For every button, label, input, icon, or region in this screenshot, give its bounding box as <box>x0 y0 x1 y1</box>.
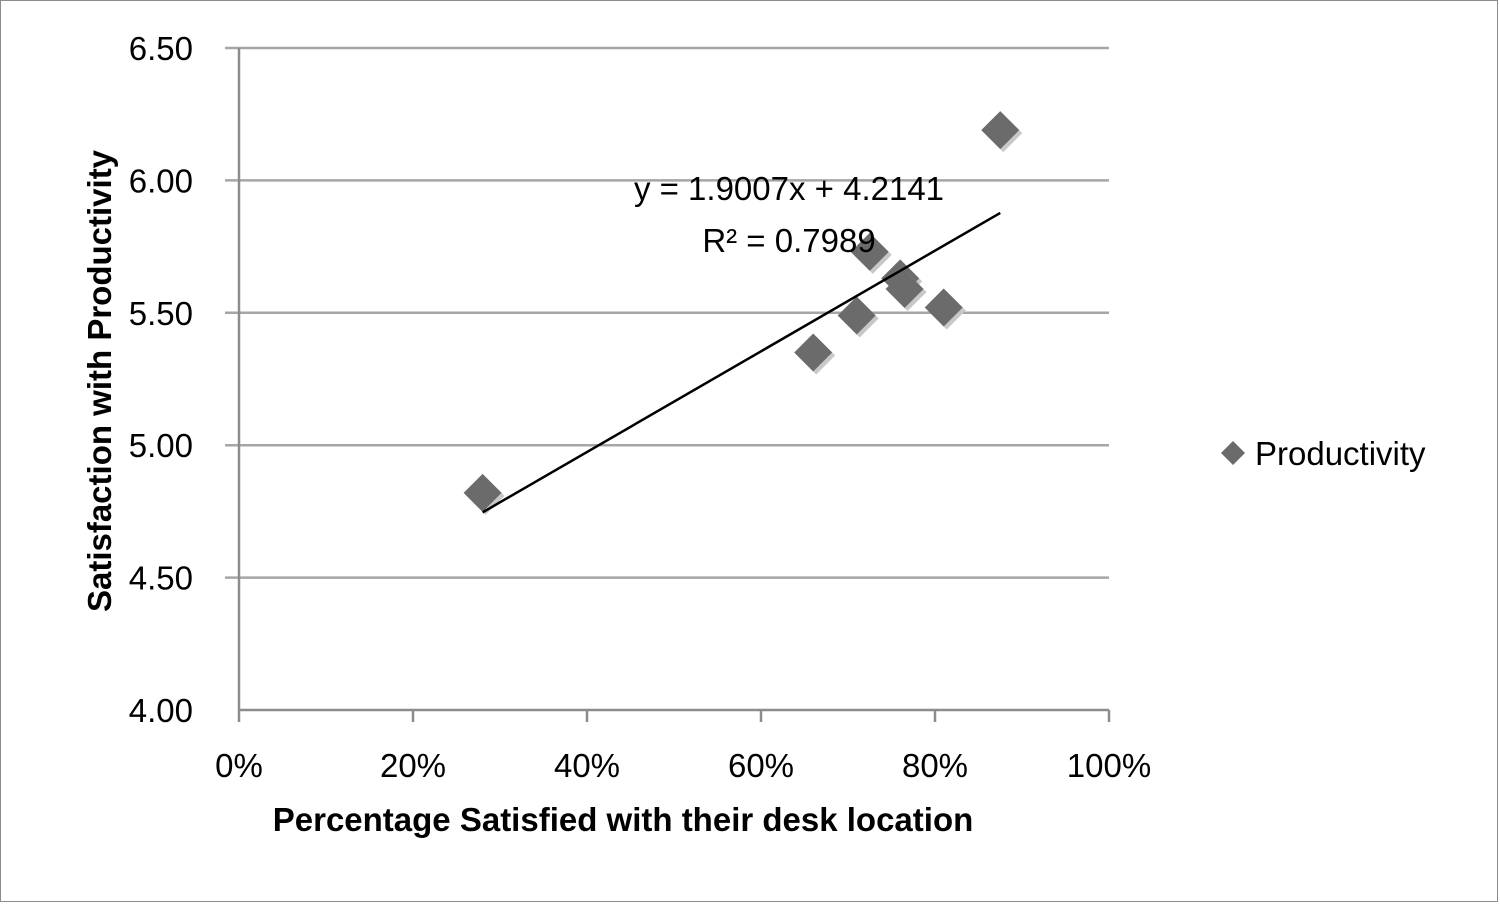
trendline <box>481 211 1001 514</box>
gridlines <box>225 46 1109 579</box>
y-tick-label: 5.50 <box>129 295 193 332</box>
y-tick-labels: 4.00 4.50 5.00 5.50 6.00 6.50 <box>129 30 193 729</box>
x-tick-label: 40% <box>554 747 620 784</box>
y-tick-label: 4.00 <box>129 692 193 729</box>
x-tick-label: 20% <box>380 747 446 784</box>
data-point <box>837 296 876 335</box>
data-point <box>885 269 924 308</box>
y-tick-label: 4.50 <box>129 560 193 597</box>
data-points <box>463 111 1023 515</box>
legend: Productivity <box>1221 435 1426 472</box>
trendline-equation: y = 1.9007x + 4.2141 <box>634 170 944 207</box>
y-axis-title: Satisfaction with Productivity <box>81 149 118 612</box>
x-tick-label: 100% <box>1067 747 1151 784</box>
legend-label: Productivity <box>1255 435 1426 472</box>
data-point <box>794 333 833 372</box>
x-tick-label: 80% <box>902 747 968 784</box>
axes <box>237 48 1109 712</box>
x-tick-labels: 0% 20% 40% 60% 80% 100% <box>215 747 1151 784</box>
data-point <box>981 111 1020 150</box>
x-axis-title: Percentage Satisfied with their desk loc… <box>273 801 974 838</box>
x-tick-label: 0% <box>215 747 263 784</box>
data-point <box>463 473 502 512</box>
x-tick-marks <box>237 710 1111 722</box>
y-tick-label: 6.50 <box>129 30 193 67</box>
data-point <box>924 288 963 327</box>
trendline-r-squared: R² = 0.7989 <box>702 222 875 259</box>
x-tick-label: 60% <box>728 747 794 784</box>
legend-marker-diamond <box>1221 441 1245 465</box>
data-point <box>850 232 889 271</box>
y-tick-label: 6.00 <box>129 162 193 199</box>
y-tick-label: 5.00 <box>129 427 193 464</box>
